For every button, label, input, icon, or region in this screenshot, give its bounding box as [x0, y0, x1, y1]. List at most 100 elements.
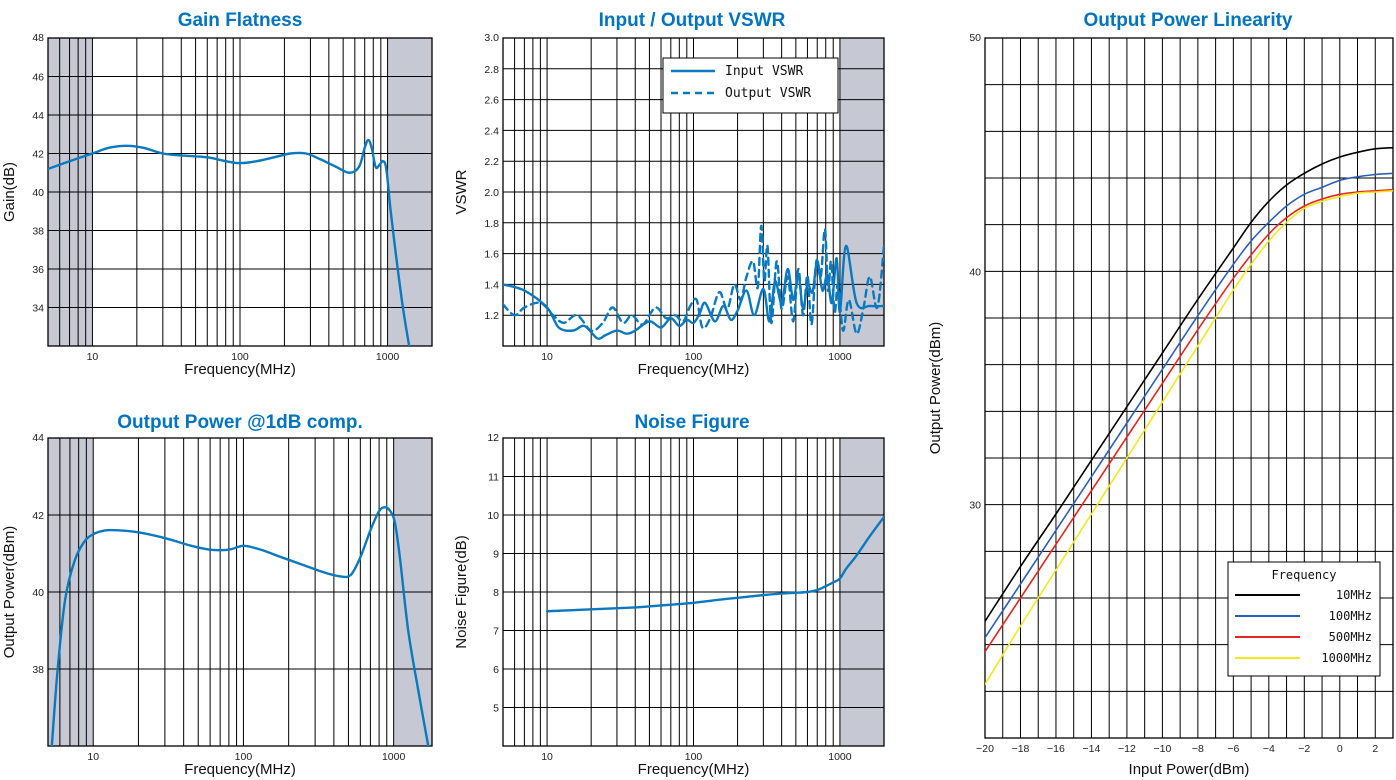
- series-group: [985, 146, 1393, 686]
- series-group: [545, 515, 884, 613]
- plot-frame: [47, 37, 433, 347]
- y-axis-label: Gain(dB): [1, 162, 18, 222]
- plot-frame: [984, 37, 1394, 739]
- chart-p1db: Output Power @1dB comp. 10 100 1000 38 40 42 44…: [1, 412, 433, 778]
- x-tick-label: 1000: [828, 751, 852, 763]
- x-tick-label: −16: [1047, 743, 1065, 755]
- x-tick-label: 0: [1337, 743, 1343, 755]
- chart-title: Input / Output VSWR: [599, 10, 786, 31]
- series-line-100mhz: [985, 172, 1393, 639]
- y-tick-label: 46: [32, 72, 44, 84]
- y-tick-label: 2.0: [484, 187, 499, 199]
- y-tick-label: 42: [32, 149, 44, 161]
- y-tick-label: 5: [493, 703, 499, 715]
- y-tick-label: 50: [969, 32, 981, 44]
- x-axis-label: Input Power(dBm): [1129, 761, 1250, 778]
- x-tick-label: 100: [231, 351, 249, 363]
- x-tick-label: −4: [1263, 743, 1275, 755]
- y-tick-label: 40: [32, 587, 44, 599]
- legend-label: Input VSWR: [725, 64, 803, 79]
- legend-label: 10MHz: [1336, 588, 1372, 602]
- chart-title: Output Power @1dB comp.: [117, 412, 362, 433]
- legend-label: 100MHz: [1329, 609, 1372, 623]
- chart-lin: Output Power Linearity−20 −18 −16 −14 −12 −10…: [927, 10, 1394, 778]
- series-line-1000mhz: [985, 190, 1393, 686]
- y-tick-label: 34: [32, 303, 44, 315]
- x-tick-label: 1000: [376, 351, 400, 363]
- x-axis-label: Frequency(MHz): [638, 361, 750, 378]
- legend: Input VSWR Output VSWR: [662, 57, 839, 114]
- grid: [48, 37, 432, 347]
- x-tick-label: 10: [541, 351, 553, 363]
- y-tick-label: 9: [493, 549, 499, 561]
- series-group: [503, 224, 884, 340]
- y-tick-label: 2.2: [484, 156, 499, 168]
- chart-nf: Noise Figure 10 100 1000 5 6 7 8 9 10 11 12 Frequenc…: [453, 412, 885, 778]
- y-axis-label: Noise Figure(dB): [453, 535, 470, 648]
- y-tick-label: 1.6: [484, 249, 499, 261]
- y-tick-label: 11: [488, 472, 499, 484]
- y-tick-label: 48: [32, 32, 44, 44]
- x-tick-label: −8: [1192, 743, 1204, 755]
- series-group: [48, 138, 411, 346]
- x-axis-label: Frequency(MHz): [184, 761, 296, 778]
- legend-box: [662, 57, 839, 114]
- series-line: [48, 138, 411, 346]
- y-tick-label: 40: [969, 266, 981, 278]
- y-tick-label: 44: [32, 110, 44, 122]
- plot-frame: [47, 437, 433, 747]
- x-tick-label: −2: [1298, 743, 1310, 755]
- grid: [503, 437, 884, 747]
- x-tick-label: 1000: [382, 751, 406, 763]
- y-tick-label: 2.6: [484, 95, 499, 107]
- x-tick-label: 10: [87, 351, 99, 363]
- series-line-input-vswr: [503, 244, 884, 340]
- y-axis-label: Output Power(dBm): [927, 322, 944, 455]
- legend-title: Frequency: [1271, 568, 1336, 582]
- x-tick-label: −20: [976, 743, 994, 755]
- y-axis-label: Output Power(dBm): [1, 526, 18, 659]
- x-tick-label: 2: [1372, 743, 1378, 755]
- y-tick-label: 1.4: [484, 279, 499, 291]
- legend-label: Output VSWR: [725, 86, 811, 101]
- x-tick-label: 10: [87, 751, 99, 763]
- plot-frame: [502, 437, 885, 747]
- y-tick-label: 42: [32, 510, 44, 522]
- y-tick-label: 38: [32, 664, 44, 676]
- y-tick-label: 38: [32, 226, 44, 238]
- series-line-500mhz: [985, 188, 1393, 653]
- x-axis-label: Frequency(MHz): [184, 361, 296, 378]
- y-tick-label: 6: [493, 664, 499, 676]
- y-tick-label: 10: [487, 510, 499, 522]
- x-axis-label: Frequency(MHz): [638, 761, 750, 778]
- y-tick-label: 2.8: [484, 64, 499, 76]
- y-tick-label: 8: [493, 587, 499, 599]
- x-tick-label: 100: [235, 751, 253, 763]
- y-tick-label: 1.8: [484, 218, 499, 230]
- y-tick-label: 3.0: [484, 32, 499, 44]
- y-tick-label: 7: [493, 626, 499, 638]
- series-line: [545, 515, 884, 613]
- y-tick-label: 1.2: [484, 310, 499, 322]
- chart-title: Noise Figure: [634, 412, 749, 433]
- chart-title: Gain Flatness: [178, 10, 303, 31]
- x-tick-label: −10: [1153, 743, 1171, 755]
- x-tick-label: 10: [541, 751, 553, 763]
- y-tick-label: 44: [32, 432, 44, 444]
- x-tick-label: −12: [1118, 743, 1136, 755]
- x-tick-label: −18: [1012, 743, 1030, 755]
- x-tick-label: −6: [1227, 743, 1239, 755]
- chart-vswr: Input / Output VSWR 10 100 1000 1.2 1.4 1.6 1.8…: [453, 10, 885, 378]
- series-line-output-vswr: [503, 224, 884, 335]
- y-tick-label: 12: [487, 432, 499, 444]
- series-line-10mhz: [985, 146, 1393, 623]
- y-axis-label: VSWR: [453, 169, 470, 214]
- chart-gain: Gain Flatness 10 100 1000 34 36 38 40 42 44 46 48 Fr…: [1, 10, 433, 378]
- x-tick-label: 100: [685, 351, 703, 363]
- series-line: [50, 506, 430, 746]
- x-tick-label: 1000: [828, 351, 852, 363]
- y-tick-label: 40: [32, 187, 44, 199]
- y-tick-label: 30: [969, 500, 981, 512]
